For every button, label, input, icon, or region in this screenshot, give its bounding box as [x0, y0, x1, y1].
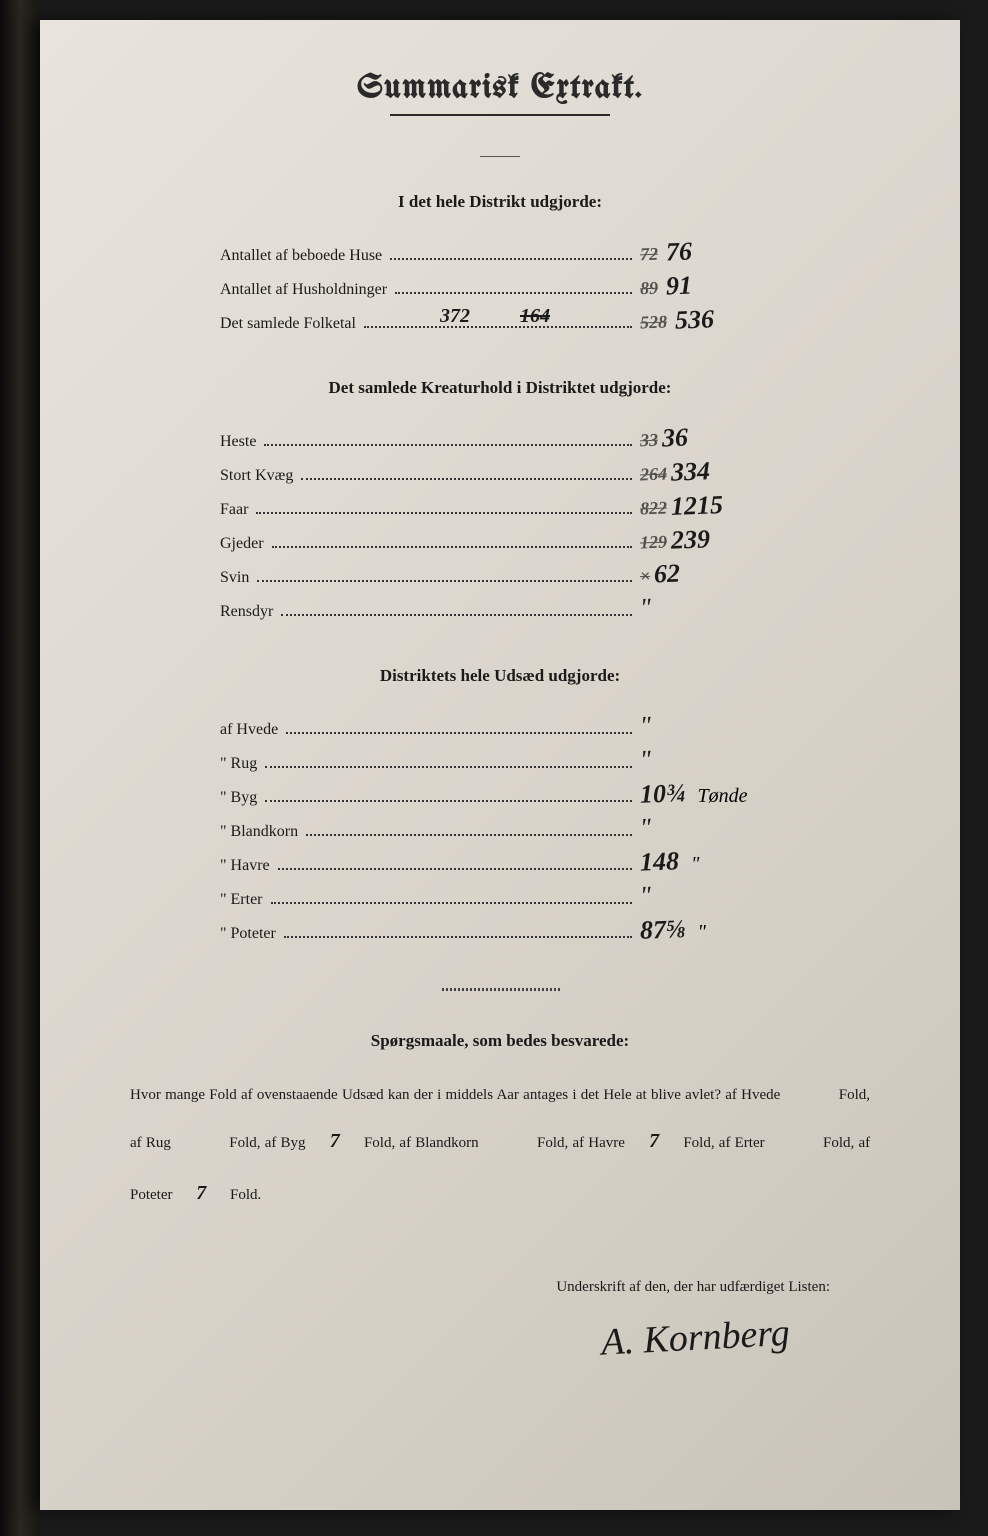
document-title: Summarisk Extrakt. — [110, 70, 890, 106]
value-reindeer: " — [639, 593, 651, 623]
row-pigs: Svin ×62 — [220, 559, 780, 587]
q-text-1: Hvor mange Fold af ovenstaaende Udsæd ka… — [130, 1087, 780, 1103]
leader-dots — [265, 766, 632, 768]
q-text-3: Fold, af Byg — [229, 1135, 305, 1151]
q-text-4: Fold, af Blandkorn — [364, 1135, 479, 1151]
leader-dots — [265, 800, 632, 802]
leader-dots — [257, 580, 632, 582]
leader-dots — [390, 258, 632, 260]
label-population: Det samlede Folketal — [220, 315, 356, 333]
row-potatoes: " Poteter 87⅝ " — [220, 915, 780, 943]
row-reindeer: Rensdyr " — [220, 593, 780, 621]
row-houses: Antallet af beboede Huse 72 76 — [220, 237, 780, 265]
label-pigs: Svin — [220, 569, 249, 587]
row-rye: " Rug " — [220, 745, 780, 773]
q-text-8: Fold. — [230, 1187, 261, 1203]
unit-potatoes: " — [698, 921, 706, 943]
row-peas: " Erter " — [220, 881, 780, 909]
row-wheat: af Hvede " — [220, 711, 780, 739]
row-horses: Heste 3336 — [220, 423, 780, 451]
row-goats: Gjeder 129239 — [220, 525, 780, 553]
unit-barley: Tønde — [698, 785, 748, 807]
q-text-5: Fold, af Havre — [537, 1135, 625, 1151]
value-population: 528 536 — [640, 305, 780, 335]
leader-dots — [264, 444, 632, 446]
leader-dots — [364, 326, 632, 328]
section3: af Hvede " " Rug " " Byg 10¾ Tønde " Blan… — [220, 711, 780, 943]
unit-oats: " — [691, 853, 699, 875]
value-houses: 72 76 — [640, 237, 780, 267]
answer-poteter: 7 — [176, 1167, 226, 1219]
midval1: 372 — [440, 305, 470, 328]
section3-heading: Distriktets hele Udsæd udgjorde: — [110, 666, 890, 686]
signature-label: Underskrift af den, der har udfærdiget L… — [110, 1279, 890, 1296]
label-rye: " Rug — [220, 755, 257, 773]
label-oats: " Havre — [220, 857, 270, 875]
small-divider — [480, 156, 520, 157]
leader-dots — [301, 478, 632, 480]
leader-dots — [306, 834, 632, 836]
value-rye: " — [639, 745, 651, 775]
row-sheep: Faar 8221215 — [220, 491, 780, 519]
book-spine — [0, 0, 40, 1536]
value-potatoes: 87⅝ — [639, 914, 686, 946]
label-peas: " Erter — [220, 891, 263, 909]
value-sheep: 1215 — [670, 490, 723, 522]
value-cattle: 334 — [670, 456, 710, 487]
section1-heading: I det hele Distrikt udgjorde: — [110, 192, 890, 212]
leader-dots — [278, 868, 632, 870]
row-mixedgrain: " Blandkorn " — [220, 813, 780, 841]
value-mixedgrain: " — [639, 813, 651, 843]
label-potatoes: " Poteter — [220, 925, 276, 943]
row-population: Det samlede Folketal 372 164 528 536 — [220, 305, 780, 333]
label-goats: Gjeder — [220, 535, 264, 553]
questions-paragraph: Hvor mange Fold af ovenstaaende Udsæd ka… — [110, 1076, 890, 1219]
value-oats: 148 — [639, 846, 679, 877]
value-pigs: 62 — [654, 559, 681, 590]
leader-dots — [281, 614, 632, 616]
label-wheat: af Hvede — [220, 721, 278, 739]
label-reindeer: Rensdyr — [220, 603, 273, 621]
section4-heading: Spørgsmaale, som bedes besvarede: — [110, 1031, 890, 1051]
section2: Heste 3336 Stort Kvæg 264334 Faar 822121… — [220, 423, 780, 621]
wavy-divider — [440, 988, 560, 991]
label-households: Antallet af Husholdninger — [220, 281, 387, 299]
midval2: 164 — [520, 305, 550, 328]
document-page: Summarisk Extrakt. I det hele Distrikt u… — [40, 20, 960, 1510]
value-horses: 36 — [661, 423, 688, 454]
q-text-6: Fold, af Erter — [683, 1135, 764, 1151]
leader-dots — [272, 546, 632, 548]
row-cattle: Stort Kvæg 264334 — [220, 457, 780, 485]
label-horses: Heste — [220, 433, 256, 451]
answer-byg: 7 — [310, 1115, 360, 1167]
signature-name: A. Kornberg — [109, 1306, 890, 1391]
leader-dots — [284, 936, 632, 938]
label-cattle: Stort Kvæg — [220, 467, 293, 485]
row-barley: " Byg 10¾ Tønde — [220, 779, 780, 807]
label-mixedgrain: " Blandkorn — [220, 823, 298, 841]
title-underline — [390, 114, 610, 116]
section1: Antallet af beboede Huse 72 76 Antallet … — [220, 237, 780, 333]
leader-dots — [271, 902, 632, 904]
label-barley: " Byg — [220, 789, 257, 807]
section2-heading: Det samlede Kreaturhold i Distriktet udg… — [110, 378, 890, 398]
leader-dots — [286, 732, 632, 734]
answer-havre: 7 — [629, 1115, 679, 1167]
value-peas: " — [639, 881, 651, 911]
label-houses: Antallet af beboede Huse — [220, 247, 382, 265]
row-households: Antallet af Husholdninger 89 91 — [220, 271, 780, 299]
value-households: 89 91 — [640, 271, 780, 301]
row-oats: " Havre 148 " — [220, 847, 780, 875]
value-barley: 10¾ — [639, 778, 686, 810]
value-goats: 239 — [670, 524, 710, 555]
leader-dots — [395, 292, 632, 294]
value-wheat: " — [639, 711, 651, 741]
label-sheep: Faar — [220, 501, 248, 519]
leader-dots — [256, 512, 632, 514]
